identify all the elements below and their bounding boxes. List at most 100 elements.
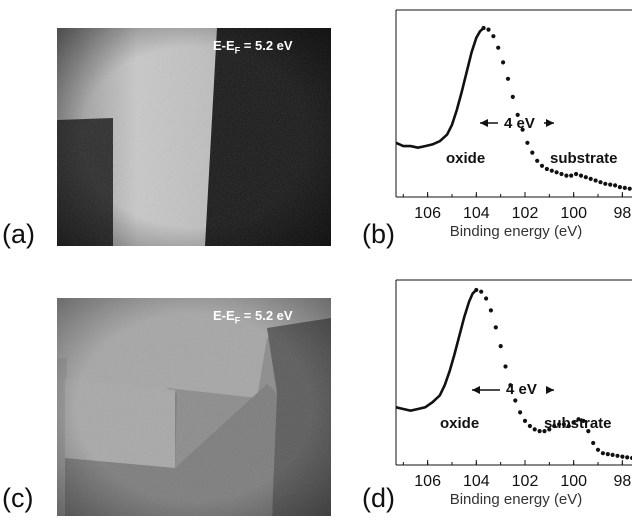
data-point <box>554 170 559 175</box>
oxide-label: oxide <box>440 415 479 432</box>
data-point <box>479 289 484 294</box>
data-point <box>593 178 598 183</box>
data-point <box>530 150 535 155</box>
energy-sub: F <box>234 315 241 326</box>
panel-label-a: (a) <box>2 219 35 249</box>
data-point <box>610 452 615 457</box>
arrow-left-head <box>472 386 480 394</box>
data-point <box>496 45 501 50</box>
separation-label: 4 eV <box>506 381 537 398</box>
data-point <box>627 186 632 191</box>
arrow-right-head <box>546 386 554 394</box>
spectrum-chart-b: 106 104 102 100 98 Binding energy (eV) oxide su… <box>394 0 632 250</box>
spectrum-line <box>395 27 485 150</box>
data-point <box>625 455 630 460</box>
data-point <box>532 427 537 432</box>
data-point <box>542 429 547 434</box>
data-point <box>586 429 591 434</box>
x-tick-label: 100 <box>560 205 587 222</box>
data-point <box>622 185 627 190</box>
data-point <box>510 94 515 99</box>
panel-label-d: (d) <box>362 483 395 513</box>
data-point <box>578 173 584 178</box>
separation-label: 4 eV <box>504 115 535 132</box>
x-tick-label: 98 <box>613 205 631 222</box>
energy-suffix: = 5.2 eV <box>240 308 293 323</box>
data-point <box>559 171 564 177</box>
energy-label-a: E-EF = 5.2 eV <box>213 38 293 56</box>
data-point <box>549 168 554 173</box>
data-point <box>508 383 513 388</box>
data-point <box>513 398 518 403</box>
data-point <box>518 410 523 415</box>
data-point <box>557 422 562 427</box>
energy-prefix: E-E <box>213 38 235 53</box>
substrate-label: substrate <box>544 415 612 432</box>
x-axis-label: Binding energy (eV) <box>450 223 583 240</box>
data-point <box>474 287 479 293</box>
data-point <box>520 127 525 132</box>
data-point <box>481 25 486 31</box>
data-point <box>552 423 557 429</box>
peem-image-a: E-EF = 5.2 eV <box>57 28 331 246</box>
oxide-label: oxide <box>446 150 485 167</box>
arrow-right-head <box>546 119 554 127</box>
data-point <box>537 429 542 434</box>
x-tick-label: 104 <box>463 473 490 490</box>
energy-label-c: E-EF = 5.2 eV <box>213 308 293 326</box>
x-tick-label: 104 <box>463 205 490 222</box>
panel-label-c: (c) <box>2 483 34 513</box>
x-tick-label: 102 <box>512 473 539 490</box>
data-point <box>484 296 489 301</box>
data-point <box>615 453 620 458</box>
data-point <box>613 183 618 188</box>
data-point <box>583 175 588 180</box>
data-point <box>595 447 601 452</box>
data-point <box>539 163 545 168</box>
data-point <box>491 34 496 39</box>
x-tick-label: 106 <box>414 473 441 490</box>
energy-sub: F <box>234 45 241 56</box>
data-point <box>535 158 540 163</box>
data-point <box>486 27 491 32</box>
data-point <box>547 427 552 432</box>
spectrum-svg-d: 106 104 102 100 98 Binding energy (eV) oxide su… <box>395 279 632 508</box>
data-point <box>571 420 576 425</box>
x-tick-label: 106 <box>414 205 441 222</box>
data-point <box>501 60 506 65</box>
data-point <box>498 344 503 349</box>
data-point <box>561 422 566 427</box>
energy-prefix: E-E <box>213 308 235 323</box>
data-point <box>488 308 493 313</box>
data-point <box>574 171 579 177</box>
spectrum-chart-d: 106 104 102 100 98 Binding energy (eV) oxide su… <box>394 270 632 519</box>
data-point <box>598 180 603 185</box>
spectrum-line <box>395 289 478 413</box>
data-point <box>617 185 622 190</box>
panel-label-b: (b) <box>362 219 395 249</box>
data-point <box>564 173 569 178</box>
substrate-label: substrate <box>550 150 618 167</box>
data-point <box>588 176 593 181</box>
data-point <box>525 140 530 145</box>
data-point <box>566 423 571 429</box>
data-point <box>591 440 596 446</box>
data-point <box>603 181 608 186</box>
data-point <box>600 451 605 456</box>
data-point <box>493 325 498 330</box>
energy-suffix: = 5.2 eV <box>240 38 293 53</box>
data-point <box>569 173 574 178</box>
data-point <box>576 417 581 422</box>
x-tick-label: 100 <box>560 473 587 490</box>
data-point <box>505 76 511 81</box>
data-point <box>581 418 586 423</box>
x-axis-label: Binding energy (eV) <box>450 491 583 508</box>
data-point <box>527 423 532 429</box>
data-point <box>515 112 520 117</box>
peem-image-c: E-EF = 5.2 eV <box>57 298 331 516</box>
data-point <box>544 166 549 172</box>
data-point <box>605 452 610 457</box>
x-tick-label: 98 <box>613 473 631 490</box>
x-tick-label: 102 <box>512 205 539 222</box>
data-point <box>522 418 528 423</box>
